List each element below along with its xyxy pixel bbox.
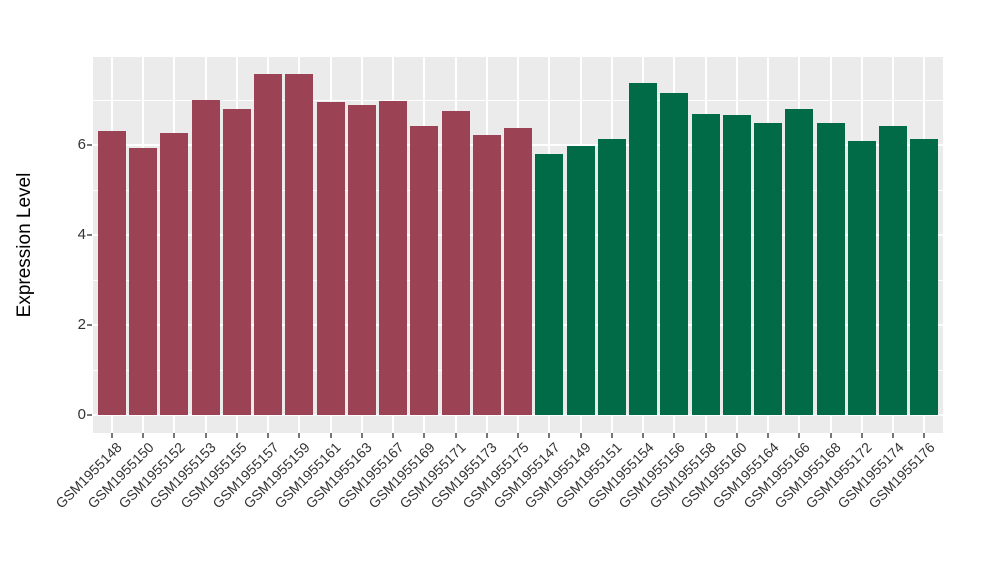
bar-GSM1955175 <box>504 127 532 415</box>
y-tick-mark <box>87 234 92 236</box>
x-tick-mark <box>235 433 238 438</box>
bar-GSM1955173 <box>472 135 501 415</box>
x-tick-mark <box>892 433 894 438</box>
x-tick-mark <box>110 433 113 438</box>
bar-GSM1955169 <box>410 126 439 415</box>
bar-GSM1955154 <box>629 83 657 415</box>
bar-GSM1955161 <box>316 101 345 415</box>
x-tick-mark <box>579 433 582 438</box>
x-tick-mark <box>923 433 926 438</box>
bar-GSM1955166 <box>785 109 814 415</box>
bar-GSM1955150 <box>129 148 157 415</box>
x-tick-mark <box>267 433 269 438</box>
bar-GSM1955148 <box>97 131 126 415</box>
bar-GSM1955174 <box>879 126 907 415</box>
x-tick-mark <box>610 433 613 438</box>
y-axis-title-text: Expression Level <box>14 172 35 318</box>
bar-GSM1955164 <box>754 123 782 415</box>
y-tick-label: 2 <box>77 316 86 333</box>
bar-GSM1955160 <box>722 115 751 415</box>
x-tick-mark <box>423 433 426 438</box>
y-tick-label: 0 <box>77 406 86 423</box>
x-tick-mark <box>642 433 644 438</box>
bar-GSM1955158 <box>691 113 720 415</box>
x-tick-mark <box>517 433 519 438</box>
x-tick-mark <box>360 433 363 438</box>
x-tick-mark <box>735 433 738 438</box>
y-tick-mark <box>87 414 92 416</box>
x-tick-mark <box>829 433 832 438</box>
y-tick-mark <box>87 324 92 326</box>
bar-GSM1955156 <box>660 92 689 415</box>
x-tick-mark <box>329 433 332 438</box>
bar-GSM1955157 <box>254 73 282 415</box>
y-tick-label: 6 <box>77 136 86 153</box>
x-tick-mark <box>548 433 551 438</box>
x-tick-mark <box>392 433 394 438</box>
bar-GSM1955163 <box>347 104 376 415</box>
x-tick-mark <box>798 433 801 438</box>
x-tick-mark <box>860 433 863 438</box>
x-tick-mark <box>142 433 144 438</box>
plot-panel <box>93 57 943 433</box>
x-tick-mark <box>298 433 301 438</box>
bar-GSM1955176 <box>910 138 939 415</box>
x-tick-mark <box>454 433 457 438</box>
bar-GSM1955172 <box>847 140 876 415</box>
x-tick-mark <box>767 433 769 438</box>
bar-GSM1955155 <box>222 109 251 415</box>
bar-GSM1955159 <box>285 73 314 415</box>
bar-GSM1955167 <box>379 100 407 415</box>
x-tick-mark <box>485 433 488 438</box>
y-tick-label: 4 <box>77 226 86 243</box>
bar-GSM1955152 <box>160 132 189 415</box>
y-tick-mark <box>87 144 92 146</box>
bar-GSM1955168 <box>816 122 845 415</box>
x-tick-mark <box>204 433 207 438</box>
x-tick-mark <box>704 433 707 438</box>
bar-GSM1955171 <box>441 110 470 415</box>
bar-GSM1955151 <box>597 139 626 415</box>
x-tick-mark <box>673 433 676 438</box>
bar-GSM1955147 <box>535 154 564 415</box>
bar-GSM1955149 <box>566 145 595 415</box>
x-tick-mark <box>173 433 176 438</box>
bar-GSM1955153 <box>191 99 220 415</box>
